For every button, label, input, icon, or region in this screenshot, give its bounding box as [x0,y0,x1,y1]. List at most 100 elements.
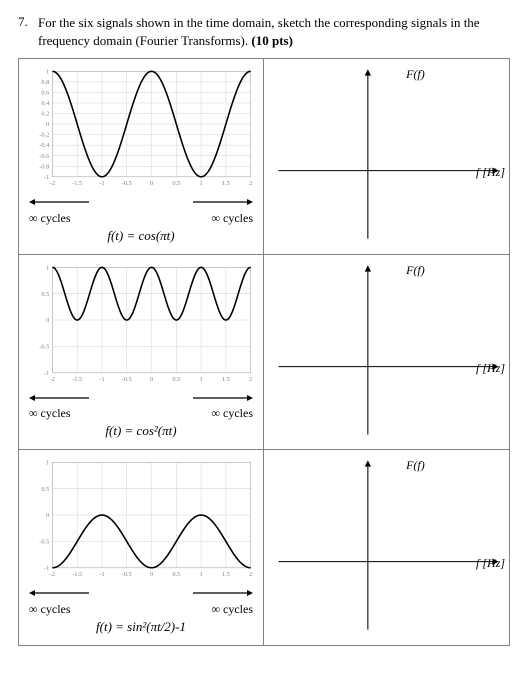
arrows-row [25,585,257,600]
inf-cycles-left: ∞ cycles [29,211,71,226]
question-row: 7. For the six signals shown in the time… [18,14,510,50]
svg-text:1: 1 [46,69,49,76]
time-domain-chart: -2-1.5-1-0.500.511.52-1-0.500.51 [25,456,257,583]
grid-row: -2-1.5-1-0.500.511.52-1-0.500.51 ∞ cycle… [19,450,509,645]
svg-text:-1: -1 [99,181,104,188]
cycles-row: ∞ cycles ∞ cycles [25,602,257,617]
frequency-domain-axes [270,456,503,638]
svg-text:1: 1 [200,376,203,383]
svg-text:-1: -1 [44,370,49,377]
svg-text:-2: -2 [50,376,55,383]
arrow-right [193,194,253,209]
time-domain-cell: -2 -1.5 -1 -0.5 0 0.5 1 1.5 2 -1 -0.8 -0.6 -0.4 -0.2 0… [19,59,264,254]
arrows-row [25,194,257,209]
arrow-right-icon [193,196,253,208]
svg-text:1: 1 [200,181,203,188]
svg-text:-0.5: -0.5 [39,343,49,350]
frequency-domain-cell: F(f) f [Hz] [264,255,509,450]
svg-text:0: 0 [46,317,49,324]
arrow-left [29,389,89,404]
svg-text:-1: -1 [44,565,49,572]
svg-text:-0.4: -0.4 [39,143,50,150]
svg-text:-1: -1 [99,376,104,383]
arrow-right [193,585,253,600]
svg-text:0.5: 0.5 [172,181,180,188]
signal-caption: f(t) = cos²(πt) [25,421,257,443]
inf-cycles-left: ∞ cycles [29,406,71,421]
svg-text:-0.5: -0.5 [122,181,132,188]
svg-text:0.5: 0.5 [172,376,180,383]
inf-cycles-right: ∞ cycles [211,211,253,226]
arrow-left-icon [29,587,89,599]
signal-caption: f(t) = sin²(πt/2)-1 [25,617,257,639]
svg-text:0.2: 0.2 [41,111,49,118]
frequency-domain-cell: F(f) f [Hz] [264,59,509,254]
svg-text:-0.6: -0.6 [39,153,49,160]
svg-text:-1: -1 [99,572,104,579]
frequency-domain-axes [270,65,503,247]
svg-text:-0.2: -0.2 [39,132,49,139]
arrow-right-icon [193,587,253,599]
arrow-right-icon [193,392,253,404]
svg-text:0.8: 0.8 [41,79,49,86]
time-domain-cell: -2 -1.5 -1 -0.5 0 0.5 1 1.5 2 -1 -0.5 0 0.5 1 ∞ cycle… [19,255,264,450]
svg-text:-1.5: -1.5 [72,376,82,383]
inf-cycles-right: ∞ cycles [211,602,253,617]
svg-text:-0.5: -0.5 [122,572,132,579]
svg-text:-1.5: -1.5 [72,572,82,579]
svg-text:0.5: 0.5 [172,572,180,579]
svg-text:-2: -2 [50,181,55,188]
svg-text:0.6: 0.6 [41,90,49,97]
Ff-label: F(f) [406,67,425,82]
inf-cycles-left: ∞ cycles [29,602,71,617]
svg-text:-1: -1 [44,174,49,181]
arrow-left-icon [29,392,89,404]
svg-text:0.5: 0.5 [41,486,49,493]
svg-text:1: 1 [200,572,203,579]
grid-row: -2 -1.5 -1 -0.5 0 0.5 1 1.5 2 -1 -0.8 -0.6 -0.4 -0.2 0… [19,59,509,255]
svg-text:0: 0 [46,513,49,520]
svg-text:1.5: 1.5 [222,181,230,188]
signal-caption: f(t) = cos(πt) [25,226,257,248]
svg-text:1.5: 1.5 [222,376,230,383]
svg-text:0: 0 [150,376,153,383]
svg-text:-2: -2 [50,572,55,579]
cycles-row: ∞ cycles ∞ cycles [25,211,257,226]
time-domain-chart: -2 -1.5 -1 -0.5 0 0.5 1 1.5 2 -1 -0.5 0 0.5 1 [25,261,257,388]
svg-text:0.5: 0.5 [41,291,49,298]
Ff-label: F(f) [406,458,425,473]
time-domain-cell: -2-1.5-1-0.500.511.52-1-0.500.51 ∞ cycle… [19,450,264,645]
arrows-row [25,389,257,404]
svg-text:0: 0 [150,181,153,188]
fHz-label: f [Hz] [476,165,505,180]
signal-grid: -2 -1.5 -1 -0.5 0 0.5 1 1.5 2 -1 -0.8 -0.6 -0.4 -0.2 0… [18,58,510,646]
Ff-label: F(f) [406,263,425,278]
question-number: 7. [18,14,38,50]
inf-cycles-right: ∞ cycles [211,406,253,421]
arrow-left-icon [29,196,89,208]
svg-text:0.4: 0.4 [41,100,50,107]
svg-text:-0.5: -0.5 [39,539,49,546]
arrow-left [29,194,89,209]
svg-text:1: 1 [46,460,49,467]
svg-text:2: 2 [249,376,252,383]
grid-row: -2 -1.5 -1 -0.5 0 0.5 1 1.5 2 -1 -0.5 0 0.5 1 ∞ cycle… [19,255,509,451]
fHz-label: f [Hz] [476,361,505,376]
svg-text:2: 2 [249,572,252,579]
arrow-right [193,389,253,404]
time-domain-chart: -2 -1.5 -1 -0.5 0 0.5 1 1.5 2 -1 -0.8 -0.6 -0.4 -0.2 0… [25,65,257,192]
fHz-label: f [Hz] [476,556,505,571]
svg-text:1.5: 1.5 [222,572,230,579]
question-points: (10 pts) [251,33,293,48]
svg-text:1: 1 [46,264,49,271]
svg-text:-1.5: -1.5 [72,181,82,188]
frequency-domain-axes [270,261,503,443]
svg-text:-0.5: -0.5 [122,376,132,383]
cycles-row: ∞ cycles ∞ cycles [25,406,257,421]
arrow-left [29,585,89,600]
question-text: For the six signals shown in the time do… [38,14,510,50]
svg-text:0: 0 [46,122,49,129]
svg-text:-0.8: -0.8 [39,164,49,171]
svg-text:2: 2 [249,181,252,188]
frequency-domain-cell: F(f) f [Hz] [264,450,509,645]
